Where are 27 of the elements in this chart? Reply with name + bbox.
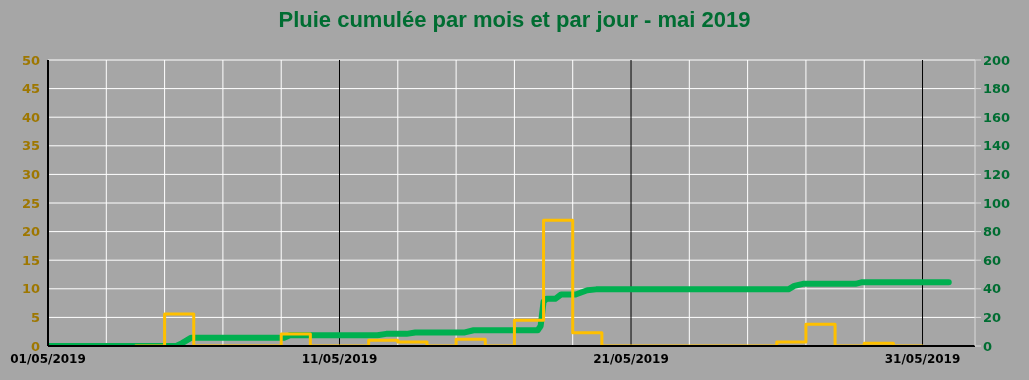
x-tick-label: 01/05/2019 bbox=[10, 351, 86, 366]
y2-tick-label: 200 bbox=[983, 52, 1011, 68]
y-tick-label: 50 bbox=[21, 52, 40, 68]
chart-title: Pluie cumulée par mois et par jour - mai 2019 bbox=[277, 6, 752, 34]
y-tick-label: 10 bbox=[21, 281, 40, 297]
y2-tick-label: 180 bbox=[983, 81, 1011, 97]
y2-tick-label: 80 bbox=[983, 224, 1002, 240]
x-tick-label: 11/05/2019 bbox=[301, 351, 378, 366]
y-tick-label: 0 bbox=[30, 338, 40, 354]
y-tick-label: 35 bbox=[21, 138, 40, 154]
y2-tick-label: 0 bbox=[983, 338, 993, 354]
y2-tick-label: 160 bbox=[983, 109, 1011, 125]
y-tick-label: 45 bbox=[21, 81, 40, 97]
y2-tick-label: 60 bbox=[983, 252, 1002, 268]
x-tick-label: 31/05/2019 bbox=[884, 351, 961, 366]
y-tick-label: 20 bbox=[21, 224, 40, 240]
y2-tick-label: 100 bbox=[983, 195, 1011, 211]
y2-tick-label: 20 bbox=[983, 310, 1002, 326]
y-tick-label: 40 bbox=[21, 109, 40, 125]
y-tick-label: 25 bbox=[21, 195, 40, 211]
y-tick-label: 15 bbox=[21, 252, 40, 268]
y2-tick-label: 140 bbox=[983, 138, 1011, 154]
y-tick-label: 5 bbox=[30, 310, 40, 326]
y-tick-label: 30 bbox=[21, 167, 40, 183]
y2-tick-label: 40 bbox=[983, 281, 1002, 297]
y2-tick-label: 120 bbox=[983, 167, 1011, 183]
x-tick-label: 21/05/2019 bbox=[593, 351, 669, 366]
